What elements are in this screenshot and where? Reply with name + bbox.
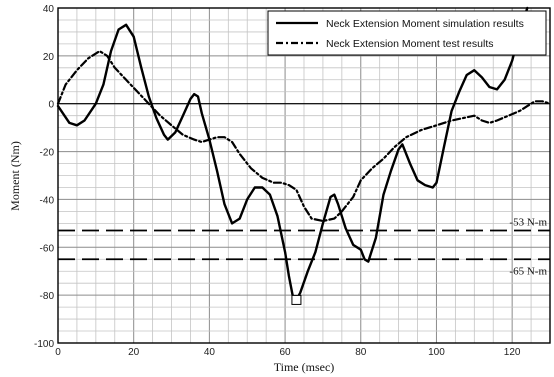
plot-frame xyxy=(57,7,551,344)
x-tick-label: 40 xyxy=(204,347,216,358)
x-tick-label: 20 xyxy=(128,347,140,358)
x-axis-label: Time (msec) xyxy=(274,360,335,374)
y-tick-label: -60 xyxy=(40,243,55,254)
x-tick-label: 120 xyxy=(504,347,521,358)
y-tick-label: -20 xyxy=(40,148,55,159)
y-tick-label: 40 xyxy=(43,4,55,15)
legend-label-test: Neck Extension Moment test results xyxy=(326,38,493,50)
y-tick-label: 20 xyxy=(43,52,55,63)
tick-labels: 0 20 40 60 80 100 120 40 20 0 -20 -40 -60 -80 -100 xyxy=(34,4,521,358)
legend-box xyxy=(267,10,547,56)
y-tick-label: -100 xyxy=(34,339,54,350)
y-tick-label: -80 xyxy=(40,291,55,302)
reference-label-1: -65 N-m xyxy=(509,265,547,277)
legend: Neck Extension Moment simulation results… xyxy=(267,10,547,56)
reference-label-0: -53 N-m xyxy=(509,217,547,229)
x-tick-label: 80 xyxy=(355,347,367,358)
x-tick-label: 60 xyxy=(280,347,292,358)
x-tick-label: 100 xyxy=(428,347,445,358)
y-tick-label: 0 xyxy=(48,100,54,111)
x-tick-label: 0 xyxy=(55,347,61,358)
reference-lines: -53 N-m -65 N-m xyxy=(58,217,550,277)
peak-marker xyxy=(291,294,302,305)
legend-label-simulation: Neck Extension Moment simulation results xyxy=(326,18,524,30)
y-tick-label: -40 xyxy=(40,195,55,206)
y-axis-label: Moment (Nm) xyxy=(8,141,22,211)
series-line-1 xyxy=(56,50,552,223)
axes xyxy=(57,7,551,344)
